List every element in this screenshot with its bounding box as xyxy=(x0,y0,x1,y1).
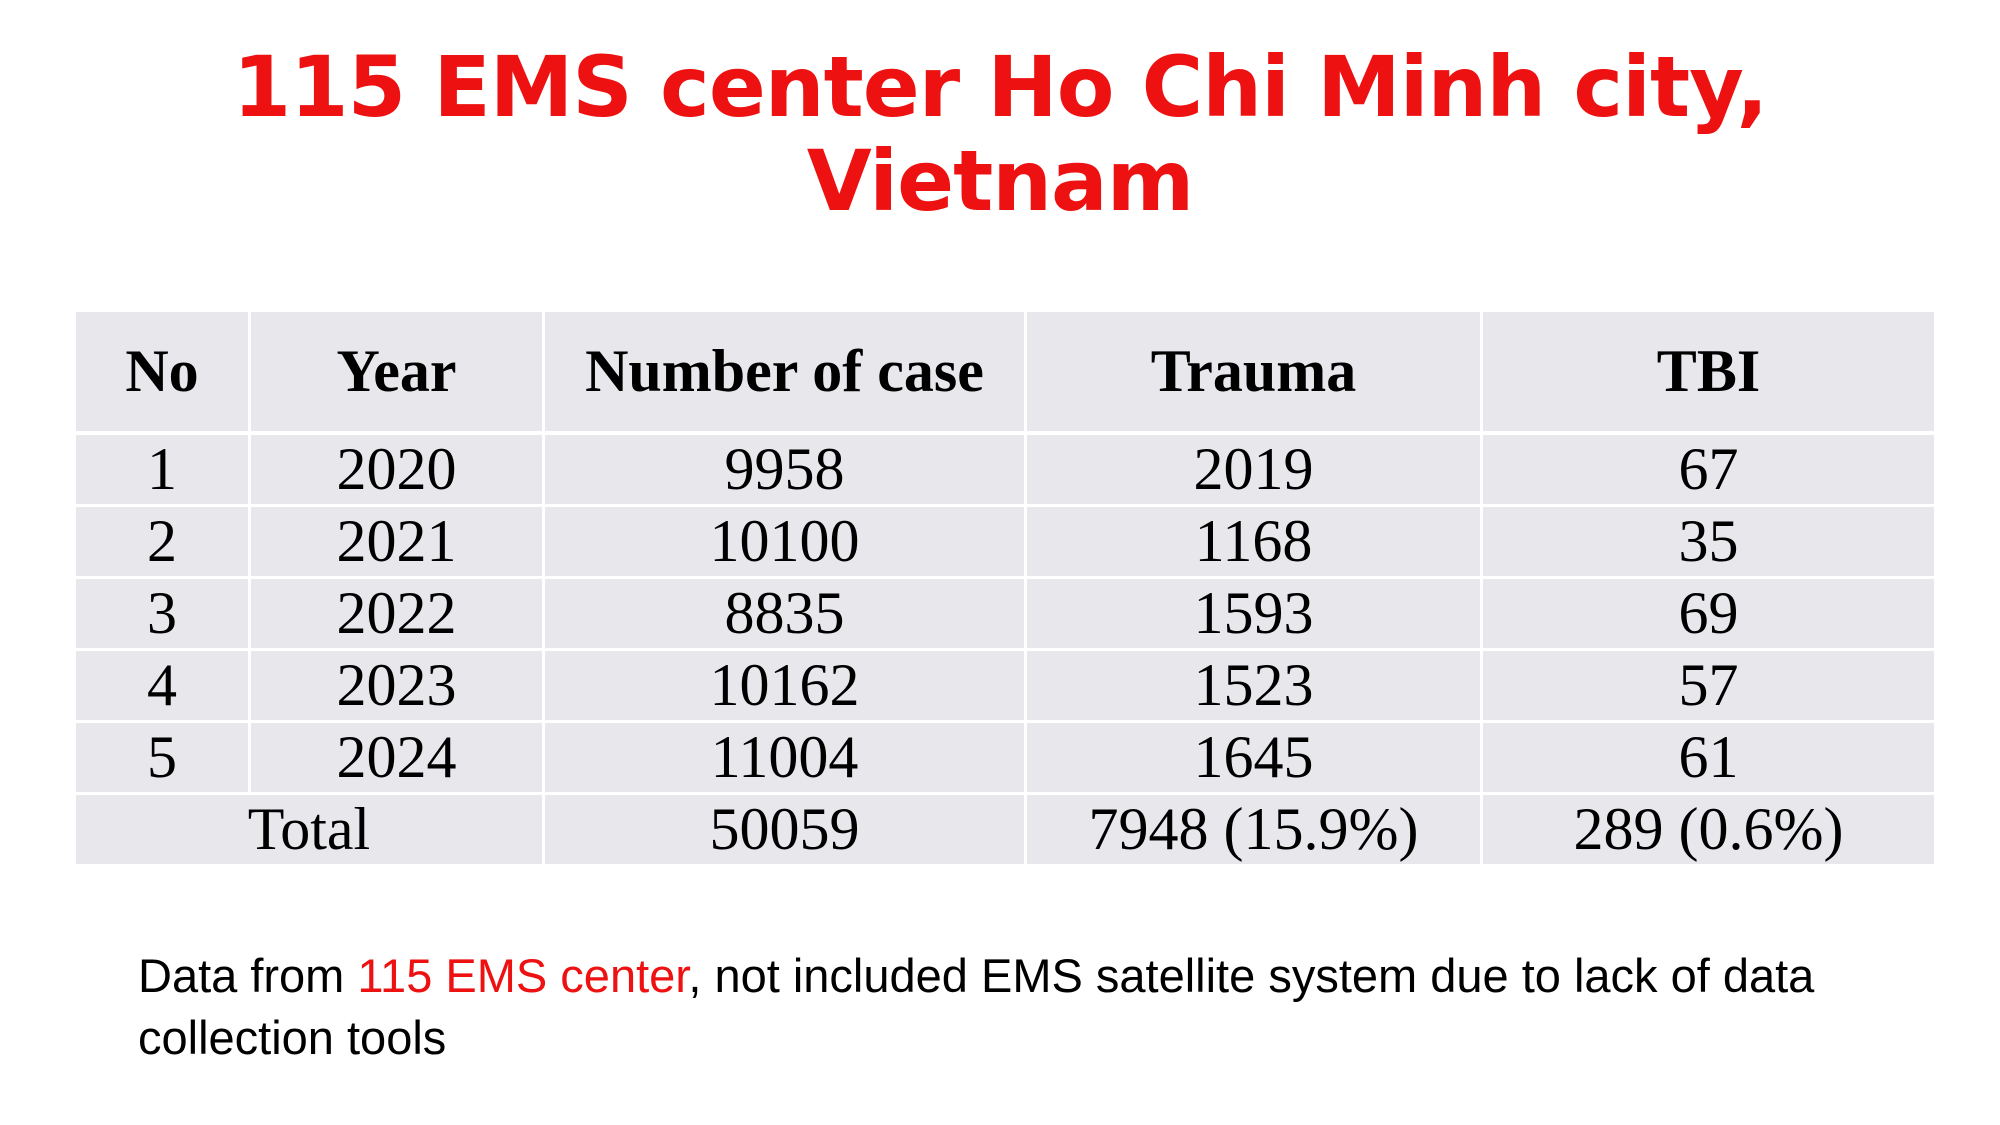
total-tbi: 289 (0.6%) xyxy=(1480,792,1937,867)
note-suffix: , not included EMS satellite system due … xyxy=(138,949,1815,1064)
cell-no: 4 xyxy=(73,648,251,723)
slide-title-line-1: 115 EMS center Ho Chi Minh city, xyxy=(232,38,1769,136)
cell-cases: 8835 xyxy=(542,576,1027,651)
total-trauma: 7948 (15.9%) xyxy=(1024,792,1483,867)
table-row: 4 2023 10162 1523 57 xyxy=(73,648,1937,723)
slide-title: 115 EMS center Ho Chi Minh city, Vietnam xyxy=(0,40,2000,228)
note-highlight: 115 EMS center xyxy=(357,949,689,1002)
column-header-number-of-case: Number of case xyxy=(542,309,1027,435)
cell-trauma: 2019 xyxy=(1024,431,1483,507)
cell-no: 3 xyxy=(73,576,251,651)
table-row: 1 2020 9958 2019 67 xyxy=(73,431,1937,507)
cell-no: 5 xyxy=(73,720,251,795)
column-header-no: No xyxy=(73,309,251,435)
cell-trauma: 1168 xyxy=(1024,504,1483,579)
cell-trauma: 1523 xyxy=(1024,648,1483,723)
cell-no: 1 xyxy=(73,431,251,507)
table-row: 2 2021 10100 1168 35 xyxy=(73,504,1937,579)
total-cases: 50059 xyxy=(542,792,1027,867)
data-source-note: Data from 115 EMS center, not included E… xyxy=(138,945,1938,1069)
column-header-trauma: Trauma xyxy=(1024,309,1483,435)
table-total-row: Total 50059 7948 (15.9%) 289 (0.6%) xyxy=(73,792,1937,867)
slide-title-line-2: Vietnam xyxy=(806,132,1194,230)
cell-year: 2021 xyxy=(248,504,545,579)
cell-cases: 9958 xyxy=(542,431,1027,507)
cell-cases: 11004 xyxy=(542,720,1027,795)
cell-tbi: 69 xyxy=(1480,576,1937,651)
table-header-row: No Year Number of case Trauma TBI xyxy=(73,309,1937,435)
cell-year: 2023 xyxy=(248,648,545,723)
ems-cases-table: No Year Number of case Trauma TBI 1 2020… xyxy=(73,309,1937,867)
cell-year: 2022 xyxy=(248,576,545,651)
cell-tbi: 67 xyxy=(1480,431,1937,507)
cell-no: 2 xyxy=(73,504,251,579)
column-header-tbi: TBI xyxy=(1480,309,1937,435)
cell-tbi: 35 xyxy=(1480,504,1937,579)
cell-year: 2020 xyxy=(248,431,545,507)
cell-cases: 10162 xyxy=(542,648,1027,723)
total-label: Total xyxy=(73,792,545,867)
table-row: 3 2022 8835 1593 69 xyxy=(73,576,1937,651)
cell-cases: 10100 xyxy=(542,504,1027,579)
cell-tbi: 57 xyxy=(1480,648,1937,723)
table-row: 5 2024 11004 1645 61 xyxy=(73,720,1937,795)
cell-trauma: 1645 xyxy=(1024,720,1483,795)
column-header-year: Year xyxy=(248,309,545,435)
note-prefix: Data from xyxy=(138,949,358,1002)
cell-year: 2024 xyxy=(248,720,545,795)
cell-trauma: 1593 xyxy=(1024,576,1483,651)
cell-tbi: 61 xyxy=(1480,720,1937,795)
